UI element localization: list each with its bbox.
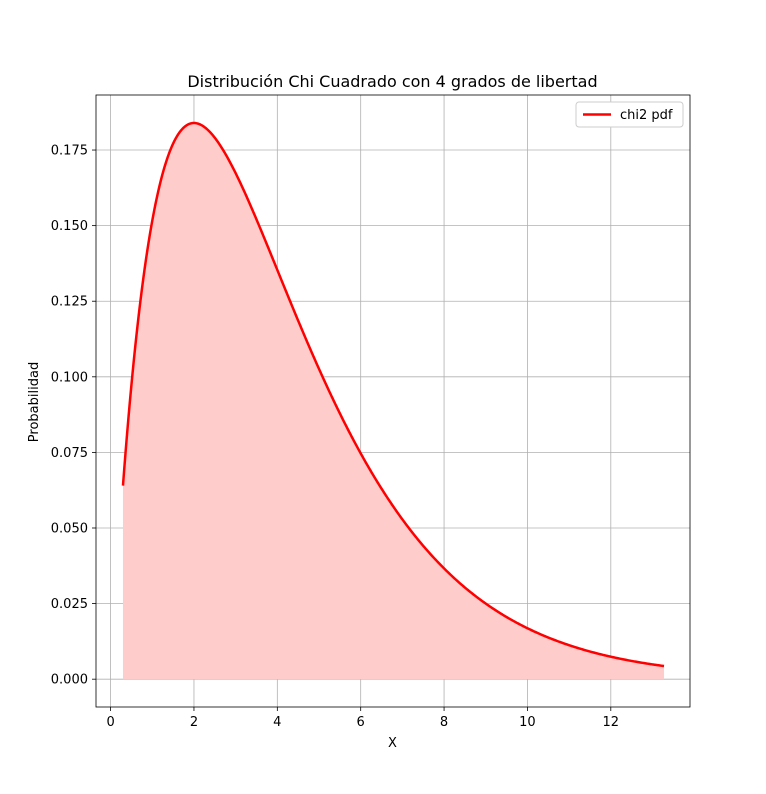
x-tick-label: 2 — [190, 715, 198, 730]
y-tick-label: 0.025 — [51, 597, 88, 612]
chi2-pdf-area — [122, 123, 665, 680]
x-tick-label: 4 — [273, 715, 281, 730]
plot-frame — [95, 94, 691, 708]
x-tick-label: 6 — [357, 715, 365, 730]
legend: chi2 pdf — [575, 101, 684, 128]
x-axis-label: X — [388, 736, 397, 751]
y-axis-ticks: 0.000 0.025 0.050 0.075 0.100 0.125 0.150 0.175 — [51, 144, 96, 688]
x-tick-label: 0 — [106, 715, 114, 730]
x-tick-label: 8 — [440, 715, 448, 730]
y-tick-label: 0.175 — [51, 144, 88, 159]
x-axis-ticks: 0 2 4 6 8 10 12 — [106, 707, 619, 730]
legend-label-chi2-pdf: chi2 pdf — [620, 108, 673, 123]
y-tick-label: 0.125 — [51, 295, 88, 310]
y-tick-label: 0.000 — [51, 673, 88, 688]
x-tick-label: 10 — [519, 715, 536, 730]
y-tick-label: 0.100 — [51, 370, 88, 385]
y-tick-label: 0.050 — [51, 521, 88, 536]
y-axis-label: Probabilidad — [27, 362, 42, 442]
chart-title: Distribución Chi Cuadrado con 4 grados d… — [187, 72, 597, 91]
x-tick-label: 12 — [603, 715, 620, 730]
chi2-pdf-line — [121, 121, 665, 668]
y-tick-label: 0.075 — [51, 446, 88, 461]
legend-box — [575, 101, 684, 128]
y-tick-label: 0.150 — [51, 219, 88, 234]
